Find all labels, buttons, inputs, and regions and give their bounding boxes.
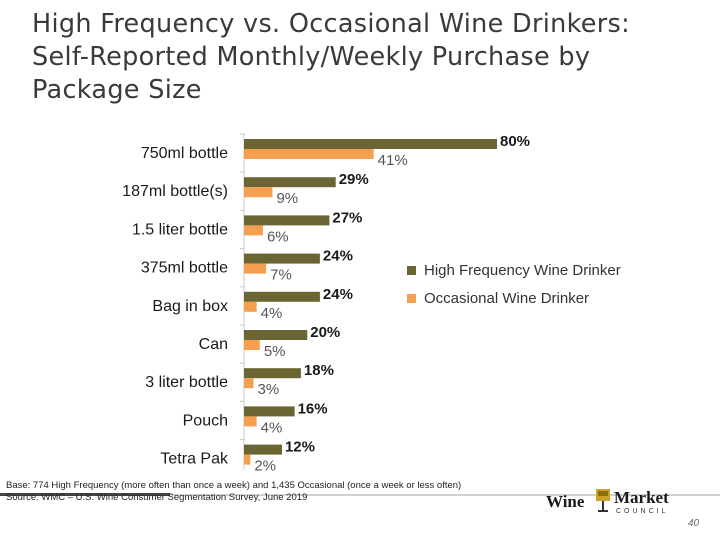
title-line-1: High Frequency vs. Occasional Wine Drink…	[32, 9, 630, 39]
data-label-high-frequency: 24%	[323, 286, 353, 303]
bar-high-frequency	[244, 330, 308, 340]
legend-label-high: High Frequency Wine Drinker	[424, 261, 621, 279]
footnote-source: Source: WMC – U.S. Wine Consumer Segment…	[6, 492, 308, 503]
footer-divider-accent	[0, 493, 170, 496]
bar-occasional	[244, 149, 374, 159]
category-label: Bag in box	[152, 298, 228, 315]
legend-swatch-high	[407, 265, 416, 275]
category-label: 3 liter bottle	[145, 374, 228, 391]
wine-glass-icon	[596, 489, 610, 512]
legend: High Frequency Wine Drinker Occasional W…	[407, 256, 621, 312]
legend-item-occasional: Occasional Wine Drinker	[407, 284, 621, 312]
category-label: Tetra Pak	[160, 451, 229, 468]
category-label: 187ml bottle(s)	[122, 183, 228, 200]
bar-high-frequency	[244, 291, 320, 302]
data-label-high-frequency: 16%	[298, 400, 328, 417]
data-label-high-frequency: 29%	[339, 171, 369, 188]
bar-occasional	[244, 263, 267, 274]
category-label: Can	[199, 336, 228, 353]
data-label-high-frequency: 12%	[285, 439, 315, 456]
bar-high-frequency	[244, 177, 336, 188]
chart-title: High Frequency vs. Occasional Wine Drink…	[32, 8, 702, 107]
data-label-occasional: 9%	[276, 190, 298, 207]
bar-occasional	[244, 301, 257, 312]
category-label: 750ml bottle	[141, 145, 228, 162]
data-label-occasional: 6%	[267, 228, 289, 245]
data-label-occasional: 3%	[257, 381, 279, 398]
page-number: 40	[688, 518, 700, 529]
footer-divider	[0, 494, 720, 496]
bar-occasional	[244, 454, 251, 465]
title-line-2: Self-Reported Monthly/Weekly Purchase by	[32, 42, 591, 72]
bar-chart: 750ml bottle 80% 41% 187ml bottle(s) 29% 9% 1.…	[122, 133, 530, 475]
footnote: Base: 774 High Frequency (more often tha…	[6, 480, 546, 504]
data-label-high-frequency: 20%	[310, 324, 340, 341]
legend-item-high: High Frequency Wine Drinker	[407, 256, 621, 284]
data-label-high-frequency: 24%	[323, 248, 353, 265]
data-label-occasional: 4%	[261, 305, 283, 322]
bar-occasional	[244, 340, 260, 350]
bar-occasional	[244, 416, 257, 427]
legend-swatch-occasional	[407, 293, 416, 303]
bar-high-frequency	[244, 368, 301, 379]
bar-high-frequency	[244, 215, 330, 226]
title-line-3: Package Size	[32, 75, 202, 105]
footnote-base: Base: 774 High Frequency (more often tha…	[6, 480, 462, 491]
bar-occasional	[244, 187, 273, 198]
wine-market-council-logo: Wine Market COUNCIL	[546, 487, 696, 517]
bar-high-frequency	[244, 406, 295, 417]
category-label: Pouch	[183, 412, 228, 429]
logo-text-wine: Wine	[546, 492, 585, 511]
category-label: 1.5 liter bottle	[132, 221, 228, 238]
bar-occasional	[244, 225, 263, 236]
logo-text-market: Market	[614, 488, 669, 507]
category-label: 375ml bottle	[141, 260, 228, 277]
data-label-occasional: 2%	[254, 458, 276, 475]
bar-high-frequency	[244, 253, 320, 264]
bar-occasional	[244, 378, 254, 389]
legend-label-occasional: Occasional Wine Drinker	[424, 289, 590, 307]
data-label-high-frequency: 80%	[500, 133, 530, 150]
data-label-high-frequency: 27%	[332, 209, 362, 226]
data-label-occasional: 4%	[261, 419, 283, 436]
logo-text-council: COUNCIL	[616, 508, 669, 515]
data-label-high-frequency: 18%	[304, 362, 334, 379]
data-label-occasional: 5%	[264, 343, 286, 360]
bar-high-frequency	[244, 444, 282, 455]
data-label-occasional: 41%	[378, 152, 408, 169]
bar-high-frequency	[244, 139, 497, 149]
data-label-occasional: 7%	[270, 267, 292, 284]
